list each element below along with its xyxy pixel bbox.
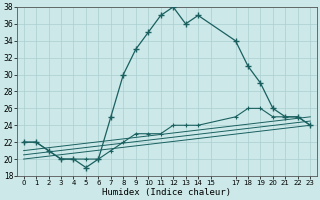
X-axis label: Humidex (Indice chaleur): Humidex (Indice chaleur) [102, 188, 231, 197]
